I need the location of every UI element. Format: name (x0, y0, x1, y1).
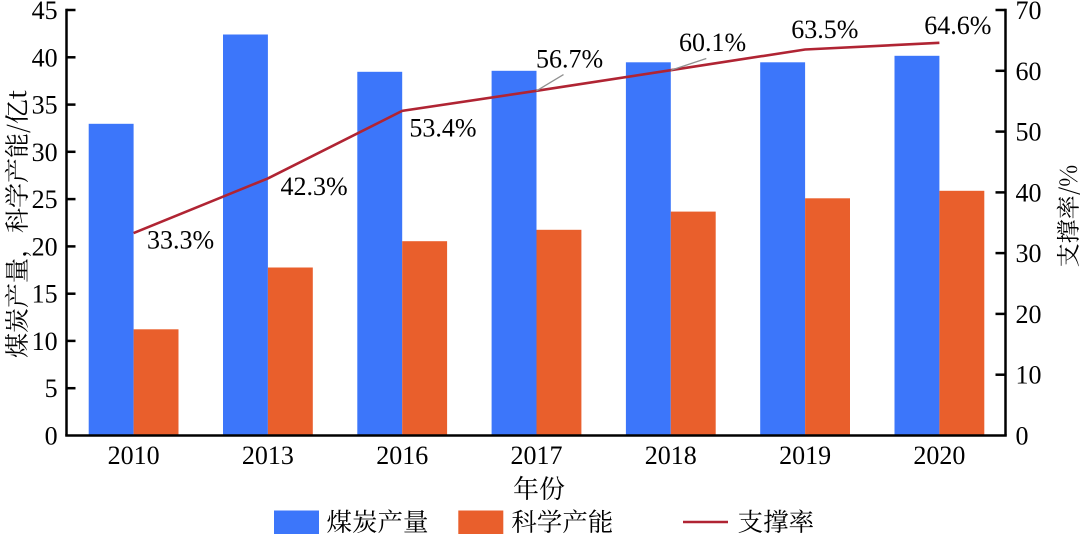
svg-text:35: 35 (32, 91, 58, 120)
svg-text:30: 30 (1016, 239, 1042, 268)
svg-text:53.4%: 53.4% (409, 114, 476, 143)
svg-text:42.3%: 42.3% (281, 172, 348, 201)
svg-text:20: 20 (1016, 300, 1042, 329)
svg-text:60: 60 (1016, 57, 1042, 86)
svg-text:2018: 2018 (645, 441, 697, 470)
svg-text:2013: 2013 (242, 441, 294, 470)
svg-text:45: 45 (32, 0, 58, 25)
svg-text:30: 30 (32, 138, 58, 167)
svg-text:40: 40 (1016, 178, 1042, 207)
svg-text:33.3%: 33.3% (147, 226, 214, 255)
svg-text:10: 10 (1016, 361, 1042, 390)
svg-text:0: 0 (45, 422, 58, 451)
svg-text:25: 25 (32, 185, 58, 214)
svg-text:2019: 2019 (779, 441, 831, 470)
svg-text:63.5%: 63.5% (791, 15, 858, 44)
svg-text:64.6%: 64.6% (924, 11, 991, 40)
svg-text:10: 10 (32, 327, 58, 356)
svg-text:70: 70 (1016, 0, 1042, 25)
svg-text:0: 0 (1016, 422, 1029, 451)
svg-text:20: 20 (32, 232, 58, 261)
svg-text:2010: 2010 (108, 441, 160, 470)
svg-text:60.1%: 60.1% (679, 28, 746, 57)
svg-text:2020: 2020 (913, 441, 965, 470)
svg-text:2016: 2016 (376, 441, 428, 470)
svg-text:15: 15 (32, 280, 58, 309)
svg-text:50: 50 (1016, 118, 1042, 147)
svg-text:40: 40 (32, 43, 58, 72)
svg-text:2017: 2017 (511, 441, 563, 470)
svg-text:56.7%: 56.7% (536, 44, 603, 73)
svg-text:5: 5 (45, 374, 58, 403)
